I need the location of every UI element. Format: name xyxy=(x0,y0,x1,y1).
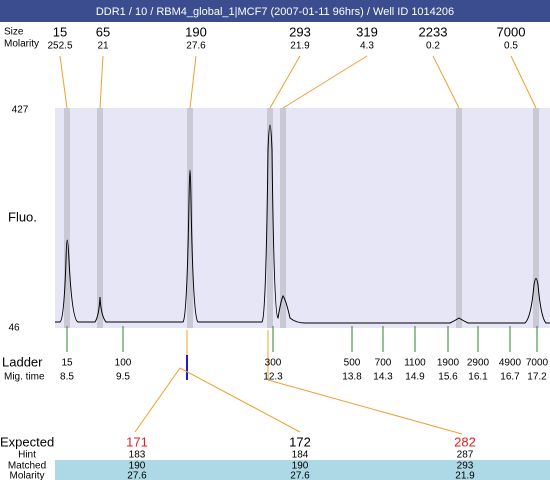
peak-molarity: 0.5 xyxy=(504,41,518,52)
peak-size: 65 xyxy=(96,24,110,39)
peak-connector xyxy=(99,55,104,109)
peak-size: 190 xyxy=(185,24,207,39)
molarity: 27.6 xyxy=(127,471,147,480)
ladder-time: 17.2 xyxy=(527,372,547,383)
ladder-time: 13.8 xyxy=(342,372,362,383)
matched: 190 xyxy=(129,461,146,472)
ladder-time: 16.7 xyxy=(500,372,520,383)
y-top: 427 xyxy=(12,105,29,116)
expected-size: 171 xyxy=(126,434,148,449)
connector xyxy=(179,367,301,433)
peak-band xyxy=(533,108,539,328)
peak-molarity: 252.5 xyxy=(47,41,72,52)
time-label: Mig. time xyxy=(4,372,45,383)
ladder-size: 1100 xyxy=(404,358,426,369)
peak-band xyxy=(64,108,70,328)
y-bottom: 46 xyxy=(8,323,20,334)
matched-bg xyxy=(55,460,550,480)
ladder-time: 9.5 xyxy=(116,372,130,383)
peak-molarity: 4.3 xyxy=(360,41,374,52)
matched: 293 xyxy=(457,461,474,472)
ladder-size: 700 xyxy=(375,358,392,369)
peak-molarity: 27.6 xyxy=(186,41,206,52)
ladder-time: 16.1 xyxy=(468,372,488,383)
peak-size: 7000 xyxy=(497,24,526,39)
expected-label: Expected xyxy=(0,434,54,449)
molarity-row-label: Molarity xyxy=(9,471,44,480)
peak-size: 2233 xyxy=(419,24,448,39)
matched-label: Matched xyxy=(8,461,46,472)
ladder-size: 4900 xyxy=(499,358,522,369)
peak-molarity: 0.2 xyxy=(426,41,440,52)
ladder-time: 14.9 xyxy=(405,372,425,383)
ladder-size: 7000 xyxy=(526,358,549,369)
ladder-size: 15 xyxy=(61,358,73,369)
peak-molarity: 21 xyxy=(97,41,109,52)
molarity-label: Molarity xyxy=(4,39,39,50)
peak-connector xyxy=(269,55,301,109)
peak-molarity: 21.9 xyxy=(290,41,310,52)
molarity: 27.6 xyxy=(290,471,310,480)
hint: 183 xyxy=(129,450,146,461)
molarity: 21.9 xyxy=(455,471,475,480)
ladder-time: 8.5 xyxy=(60,372,74,383)
hint-label: Hint xyxy=(18,450,36,461)
y-label: Fluo. xyxy=(8,209,37,224)
ladder-size: 2900 xyxy=(467,358,490,369)
ladder-time: 12.3 xyxy=(263,372,283,383)
peak-band xyxy=(456,108,462,328)
expected-size: 282 xyxy=(454,434,476,449)
peak-size: 15 xyxy=(53,24,67,39)
ladder-size: 300 xyxy=(265,358,282,369)
ladder-time: 15.6 xyxy=(438,372,458,383)
peak-band xyxy=(97,108,103,328)
title: DDR1 / 10 / RBM4_global_1|MCF7 (2007-01-… xyxy=(96,6,454,18)
peak-size: 319 xyxy=(356,24,378,39)
hint: 287 xyxy=(457,450,474,461)
trace xyxy=(55,124,550,324)
ladder-label: Ladder xyxy=(2,354,43,369)
peak-connector xyxy=(432,55,460,109)
peak-band xyxy=(267,108,273,328)
peak-band xyxy=(187,108,193,328)
peak-connector xyxy=(189,55,197,109)
connector xyxy=(134,367,181,433)
matched: 190 xyxy=(292,461,309,472)
peak-connector xyxy=(282,55,368,109)
peak-band xyxy=(280,108,286,328)
ladder-time: 14.3 xyxy=(373,372,393,383)
peak-connector xyxy=(59,55,68,109)
size-label: Size xyxy=(4,27,24,38)
title-bar xyxy=(0,0,550,22)
ladder-size: 100 xyxy=(115,358,132,369)
plot-area xyxy=(55,108,550,328)
peak-size: 293 xyxy=(289,24,311,39)
expected-size: 172 xyxy=(289,434,311,449)
ladder-size: 1900 xyxy=(437,358,460,369)
ladder-size: 500 xyxy=(344,358,361,369)
hint: 184 xyxy=(292,450,309,461)
peak-connector xyxy=(510,55,537,109)
connector xyxy=(267,379,463,435)
